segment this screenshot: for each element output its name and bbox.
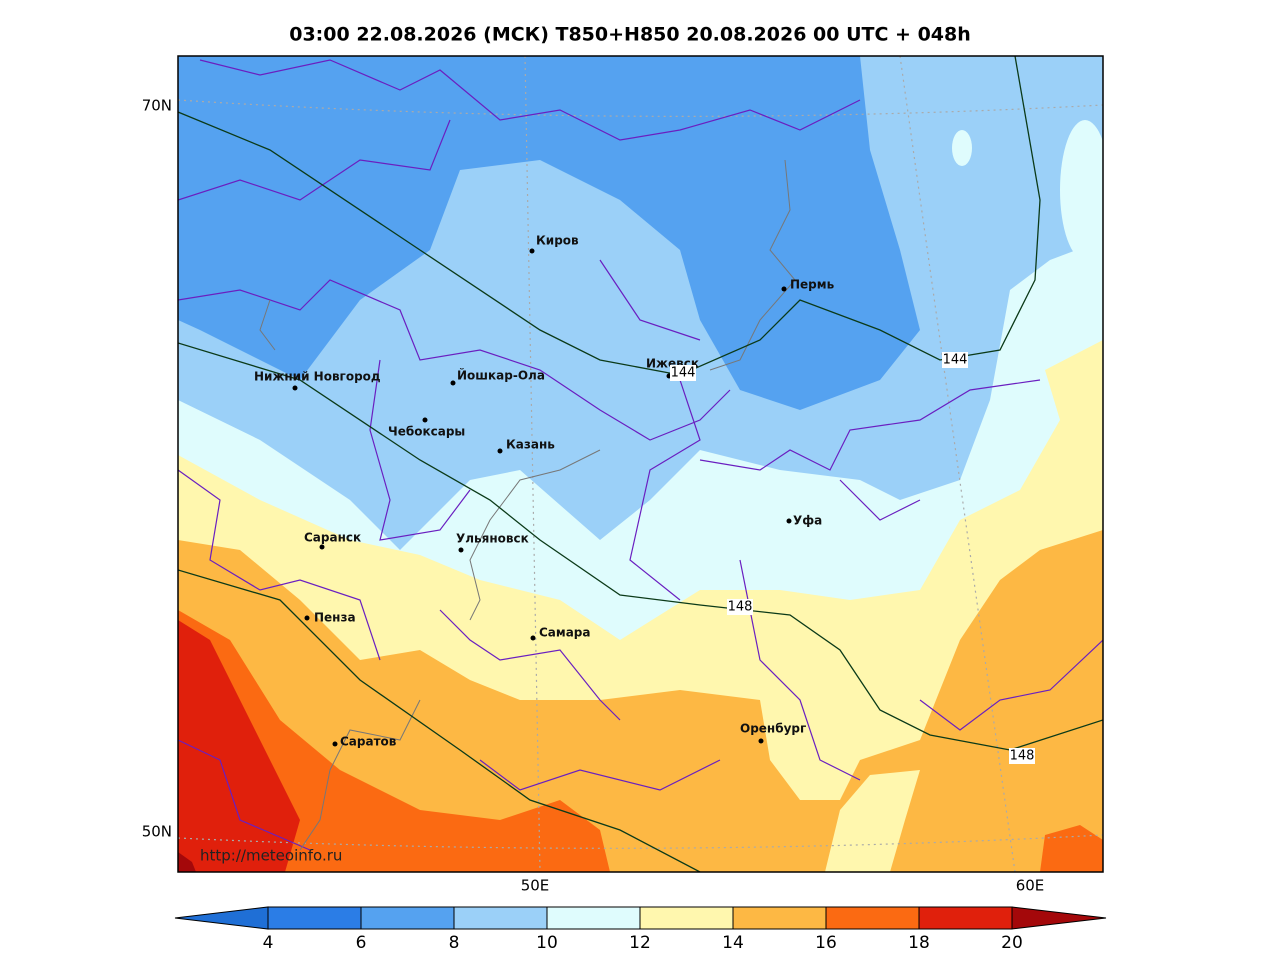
- lon-label: 50E: [521, 877, 550, 895]
- river: [259, 159, 796, 851]
- zone: [178, 620, 300, 872]
- city-label: Пенза: [314, 611, 356, 625]
- city-label: Саранск: [304, 531, 361, 545]
- city-dot: [786, 518, 792, 524]
- contour: [178, 56, 1041, 376]
- colorbar-bin: [732, 906, 827, 930]
- grid-line: [178, 56, 1103, 872]
- city-label: Киров: [536, 234, 579, 248]
- city-dot: [422, 417, 428, 423]
- colorbar-bin: [546, 906, 641, 930]
- city-label: Чебоксары: [388, 425, 465, 439]
- contour-label-box: [670, 365, 696, 381]
- city-dot: [332, 741, 338, 747]
- colorbar-bin: [453, 906, 548, 930]
- city-dot: [292, 385, 298, 391]
- colorbar-bin: [360, 906, 455, 930]
- contour-label: 148: [1010, 749, 1035, 764]
- contour-label-box: [1009, 748, 1035, 764]
- map: [178, 56, 1103, 872]
- frame: [177, 55, 1104, 873]
- city-label: Оренбург: [740, 722, 806, 736]
- border: [178, 59, 1103, 851]
- contour-label-box: [942, 352, 968, 368]
- colorbar-tick-label: 8: [449, 933, 460, 953]
- city-label: Йошкар-Ола: [457, 368, 545, 383]
- colorbar-bin: [918, 906, 1013, 930]
- title: 03:00 22.08.2026 (МСК) T850+H850 20.08.2…: [289, 24, 971, 46]
- colorbar-bin: [639, 906, 734, 930]
- contour-label: 148: [728, 600, 753, 615]
- colorbar-under: [174, 906, 269, 930]
- contour-label-box: [727, 599, 753, 615]
- colorbar-tick-label: 20: [1001, 933, 1023, 953]
- city-label: Уфа: [793, 514, 822, 528]
- zone: [1060, 120, 1103, 260]
- colorbar-tick-label: 18: [908, 933, 930, 953]
- city-dot: [319, 544, 325, 550]
- contour-label: 144: [943, 353, 968, 368]
- zone: [178, 852, 196, 872]
- contour: [178, 342, 1103, 751]
- zone: [1040, 825, 1103, 872]
- contour-label: 144: [671, 366, 696, 381]
- colorbar-tick-label: 6: [356, 933, 367, 953]
- city-label: Саратов: [340, 735, 397, 749]
- city-dot: [781, 286, 787, 292]
- lat-label: 50N: [142, 823, 172, 841]
- colorbar-over: [1011, 906, 1107, 930]
- city-label: Казань: [506, 438, 555, 452]
- city-dot: [530, 635, 536, 641]
- zone: [178, 56, 920, 410]
- lat-label: 70N: [142, 97, 172, 115]
- city-dot: [458, 547, 464, 553]
- colorbar-bin: [825, 906, 920, 930]
- city-label: Пермь: [790, 278, 835, 292]
- colorbar-tick-label: 14: [722, 933, 744, 953]
- city-dot: [758, 738, 764, 744]
- colorbar-bin: [267, 906, 362, 930]
- url: http://meteoinfo.ru: [200, 847, 342, 865]
- city-dot: [529, 248, 535, 254]
- zone: [952, 130, 972, 166]
- city-dot: [304, 615, 310, 621]
- city-dot: [497, 448, 503, 454]
- colorbar-tick-label: 12: [629, 933, 651, 953]
- colorbar-tick-label: 16: [815, 933, 837, 953]
- city-label: Нижний Новгород: [254, 370, 381, 384]
- colorbar-tick-label: 4: [263, 933, 274, 953]
- lon-label: 60E: [1016, 877, 1045, 895]
- city-label: Ульяновск: [456, 532, 529, 546]
- city-label: Самара: [539, 626, 591, 640]
- city-dot: [450, 380, 456, 386]
- colorbar: 4 6 8 10 12 14 16 18 20: [174, 906, 1107, 953]
- colorbar-tick-label: 10: [536, 933, 558, 953]
- contour: [178, 569, 701, 872]
- zone: [825, 770, 920, 872]
